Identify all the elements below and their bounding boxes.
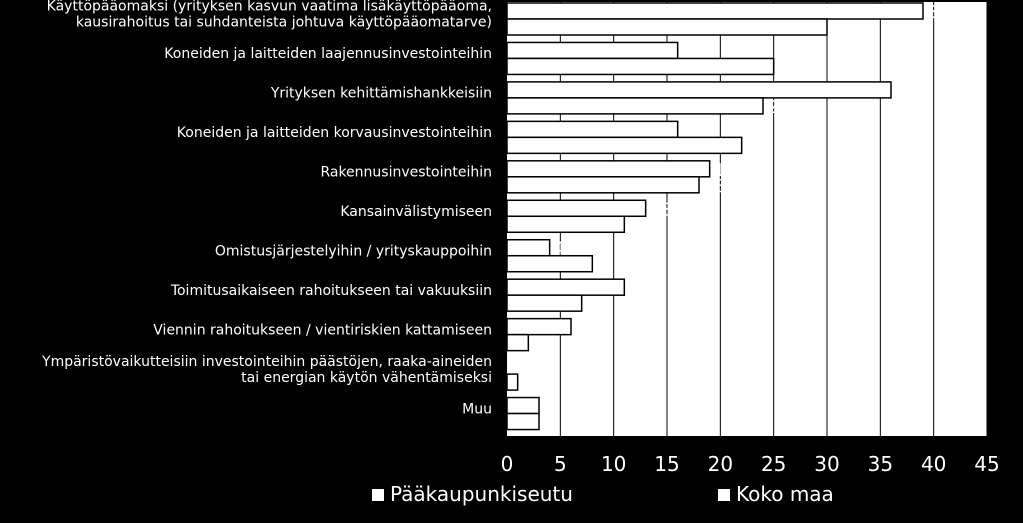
bar [506,2,924,20]
category-label: Omistusjärjestelyihin / yrityskauppoihin [215,243,492,259]
data-label: 11 [628,215,651,236]
bar [506,396,540,415]
x-tick-label: 45 [974,452,999,476]
bar [506,199,647,218]
data-label: 4 [554,239,565,260]
category-label: Koneiden ja laitteiden laajennusinvestoi… [164,46,492,62]
x-tick-label: 40 [921,452,946,476]
bar [506,238,551,257]
x-tick-label: 0 [501,452,514,476]
x-tick-label: 35 [868,452,893,476]
category-label: Ympäristövaikutteisiin investointeihin p… [41,354,492,370]
bar [506,317,572,336]
x-tick-label: 15 [654,452,679,476]
bar [506,41,679,60]
data-label: 39 [927,2,950,23]
bar [506,57,775,76]
bar [506,254,594,273]
x-tick-label: 5 [554,452,567,476]
category-label: Koneiden ja laitteiden korvausinvestoint… [177,125,492,141]
data-label: 3 [543,397,554,418]
data-label: 7 [586,294,597,315]
bar [506,278,626,296]
legend-swatch [718,489,730,501]
x-tick-label: 30 [814,452,839,476]
data-label: 16 [682,41,705,62]
category-label: Toimitusaikaiseen rahoitukseen tai vakuu… [170,283,492,299]
data-label: 6 [575,318,586,339]
bar [506,18,828,36]
legend-swatch [372,489,384,501]
legend-label: Koko maa [736,482,834,506]
category-label: kausirahoitus tai suhdanteista johtuva k… [76,15,492,31]
bar [506,81,892,99]
data-label: 1 [522,373,533,394]
category-label: Yrityksen kehittämishankkeisiin [270,86,492,102]
data-label: 8 [596,255,607,276]
data-label: 36 [895,81,918,102]
bar [506,333,530,352]
data-label: 24 [767,97,790,118]
bar [506,160,711,178]
bar [506,136,743,155]
bar [506,215,626,234]
category-label: tai energian käytön vähentämiseksi [241,370,492,386]
data-label: 11 [628,278,651,299]
bar [506,412,540,431]
data-label: 22 [746,136,769,157]
category-label: Rakennusinvestointeihin [320,165,492,181]
bar [506,294,583,312]
data-label: 19 [714,160,737,181]
data-label: 3 [543,413,554,434]
bar [506,120,679,139]
data-label: 0 [511,357,522,378]
data-label: 2 [532,334,543,355]
data-label: 30 [831,18,854,39]
x-tick-label: 20 [708,452,733,476]
bar [506,97,764,115]
data-label: 18 [703,176,726,197]
category-label: Muu [462,401,492,417]
category-label: Kansainvälistymiseen [340,204,492,220]
bar [506,176,700,194]
bar [506,373,519,391]
data-label: 25 [778,57,801,78]
x-tick-label: 25 [761,452,786,476]
data-label: 13 [650,199,673,220]
legend-label: Pääkaupunkiseutu [390,482,573,506]
category-label: Käyttöpääomaksi (yrityksen kasvun vaatim… [47,0,492,15]
x-tick-label: 10 [601,452,626,476]
data-label: 16 [682,120,705,141]
category-label: Viennin rahoitukseen / vientiriskien kat… [153,322,492,338]
